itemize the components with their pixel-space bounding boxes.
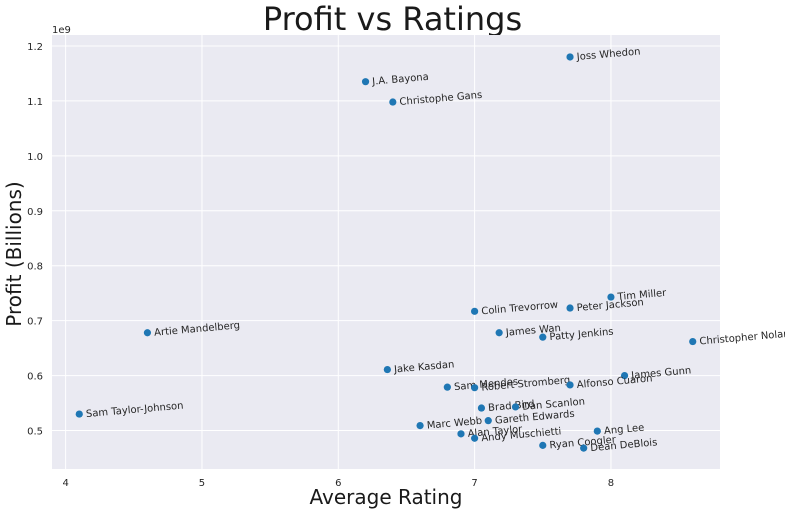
point-label: J.A. Bayona (371, 72, 429, 88)
x-tick-label: 5 (199, 478, 205, 489)
data-point (539, 441, 547, 449)
data-point (457, 430, 465, 438)
data-point (471, 434, 479, 442)
y-tick-label: 0.7 (27, 317, 43, 328)
y-tick-label: 1.1 (27, 97, 43, 108)
data-point (471, 307, 479, 315)
data-point (361, 78, 370, 86)
x-tick-label: 8 (608, 478, 614, 489)
data-point (580, 444, 588, 452)
plot-background (52, 35, 720, 469)
y-axis-offset-text: 1e9 (52, 25, 71, 36)
point-label: James Wan (504, 323, 561, 339)
y-tick-label: 1.0 (27, 152, 43, 163)
y-tick-label: 0.5 (27, 427, 43, 438)
data-point (566, 53, 574, 61)
data-point (477, 404, 486, 412)
data-point (689, 337, 697, 346)
data-point (143, 329, 152, 337)
point-label: Jake Kasdan (393, 359, 455, 375)
y-axis-title: Profit (Billions) (2, 181, 26, 327)
point-label: James Gunn (630, 365, 692, 381)
y-tick-label: 0.6 (27, 372, 43, 383)
data-point (471, 384, 479, 392)
x-tick-label: 6 (335, 478, 341, 489)
chart-title: Profit vs Ratings (262, 0, 523, 38)
y-tick-label: 1.2 (27, 42, 43, 53)
y-tick-label: 0.8 (27, 262, 43, 273)
point-label: Ang Lee (604, 423, 645, 437)
data-point (383, 365, 391, 374)
data-point (593, 427, 601, 435)
point-label: Dan Scanlon (522, 396, 586, 412)
data-point (620, 372, 629, 380)
x-tick-label: 7 (471, 478, 477, 489)
data-point (566, 381, 574, 389)
point-label: Brad Bird (488, 399, 535, 414)
point-label: Tim Miller (616, 288, 667, 303)
point-label: Alan Taylor (467, 424, 523, 440)
data-point (539, 333, 547, 341)
data-point (416, 422, 424, 430)
data-point (389, 98, 397, 106)
point-label: Marc Webb (426, 416, 482, 432)
x-axis-title: Average Rating (309, 485, 463, 509)
x-tick-label: 4 (62, 478, 68, 489)
data-point (566, 304, 574, 312)
data-point (443, 383, 451, 391)
data-point (484, 417, 492, 425)
data-point (75, 410, 83, 418)
data-point (495, 329, 503, 337)
data-point (607, 293, 615, 301)
data-point (511, 403, 520, 411)
y-tick-label: 0.9 (27, 207, 43, 218)
